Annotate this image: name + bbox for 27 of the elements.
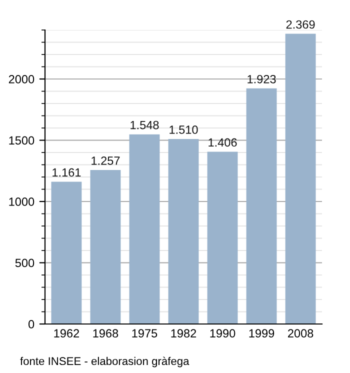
data-label: 1.548 (130, 120, 159, 130)
y-tick-label: 2000 (8, 75, 34, 84)
bar (168, 139, 199, 324)
y-tick-label: 500 (15, 258, 34, 268)
x-tick-label: 1990 (210, 329, 236, 338)
x-tick-label: 1999 (249, 329, 274, 338)
x-tick-label: 1982 (171, 329, 196, 338)
bar (285, 34, 316, 324)
bar (129, 134, 160, 324)
data-label: 1.406 (208, 138, 237, 147)
data-label: 1.257 (92, 156, 120, 165)
x-tick-label: 2008 (288, 329, 314, 338)
bar (207, 152, 238, 324)
source-note: fonte INSEE - elaborasion gràfega (20, 356, 190, 368)
y-tick-label: 1500 (9, 136, 34, 145)
data-label: 1.161 (52, 168, 81, 177)
data-label: 1.923 (248, 74, 276, 84)
x-tick-label: 1968 (93, 329, 118, 338)
y-tick-label: 1000 (9, 198, 34, 206)
y-tick-label: 0 (28, 320, 34, 328)
x-tick-label: 1962 (54, 329, 79, 338)
bar (246, 88, 277, 324)
data-label: 1.510 (170, 126, 198, 134)
bar (90, 170, 121, 324)
data-label: 2.369 (286, 20, 315, 29)
bar (51, 182, 82, 324)
x-tick-label: 1975 (132, 329, 158, 338)
